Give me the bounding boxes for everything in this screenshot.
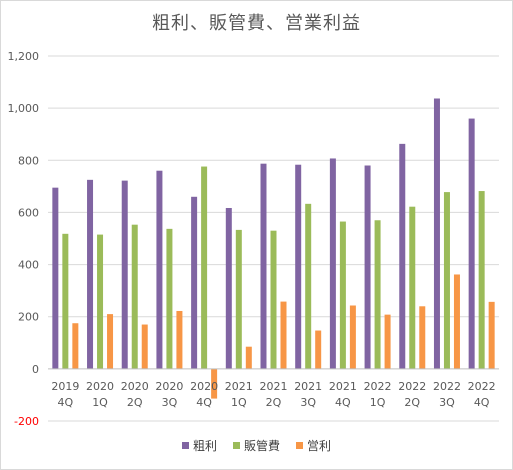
y-tick-label: 800 — [18, 154, 39, 167]
bar — [245, 346, 252, 369]
bar — [384, 314, 391, 369]
bar — [191, 196, 198, 369]
bar — [72, 323, 79, 369]
y-tick-label: 400 — [18, 259, 39, 272]
bar — [270, 230, 277, 369]
legend-label: 営利 — [307, 439, 332, 453]
bar — [349, 305, 356, 369]
bar — [409, 206, 416, 369]
bar — [419, 306, 426, 369]
bar — [107, 314, 114, 369]
x-tick-label: 2021 — [329, 380, 357, 393]
legend-label: 粗利 — [192, 439, 217, 453]
legend-swatch-operating-profit — [296, 442, 303, 449]
x-tick-label: 2022 — [364, 380, 392, 393]
x-tick-label: 3Q — [439, 396, 455, 409]
bar — [121, 180, 128, 369]
bar — [201, 166, 208, 369]
bar — [433, 98, 440, 369]
bar — [131, 224, 138, 369]
x-tick-label: 3Q — [162, 396, 178, 409]
x-tick-label: 2021 — [260, 380, 288, 393]
legend-swatch-sga — [232, 442, 240, 449]
bar — [315, 330, 322, 369]
bar — [52, 187, 59, 369]
bar — [339, 221, 346, 369]
x-tick-label: 2020 — [121, 380, 149, 393]
bar — [141, 324, 148, 369]
bar — [488, 301, 495, 369]
x-tick-label: 2020 — [155, 380, 183, 393]
bar — [374, 220, 381, 369]
y-tick-label: 1,200 — [8, 50, 40, 63]
bar — [329, 158, 336, 369]
bar — [97, 234, 104, 369]
x-tick-label: 1Q — [231, 396, 247, 409]
x-tick-label: 4Q — [196, 396, 212, 409]
x-tick-label: 2Q — [127, 396, 143, 409]
x-tick-label: 3Q — [300, 396, 316, 409]
bar — [468, 118, 475, 369]
legend-item-gross-profit: 粗利 — [181, 437, 217, 454]
bar — [166, 228, 173, 369]
legend: 粗利 販管費 営利 — [1, 437, 512, 454]
bar — [295, 164, 302, 369]
chart-title: 粗利、販管費、営業利益 — [152, 13, 361, 34]
bar — [443, 192, 450, 369]
bar — [260, 163, 267, 369]
bar — [399, 143, 406, 369]
x-tick-label: 2021 — [225, 380, 253, 393]
y-tick-label: 600 — [18, 206, 39, 219]
y-tick-label: 200 — [18, 311, 39, 324]
bar — [364, 165, 371, 369]
bar — [280, 301, 287, 369]
bar — [156, 170, 163, 369]
x-tick-label: 2020 — [86, 380, 114, 393]
bar — [235, 229, 242, 369]
x-tick-label: 1Q — [92, 396, 108, 409]
x-tick-label: 2022 — [433, 380, 461, 393]
x-tick-label: 1Q — [370, 396, 386, 409]
y-tick-label: 1,000 — [8, 102, 40, 115]
bar — [478, 191, 485, 369]
y-tick-label: 0 — [32, 363, 39, 376]
bar — [87, 179, 94, 369]
x-tick-label: 2022 — [468, 380, 496, 393]
bar — [225, 207, 232, 369]
x-tick-label: 2021 — [294, 380, 322, 393]
x-tick-label: 4Q — [335, 396, 351, 409]
x-tick-label: 2020 — [190, 380, 218, 393]
bar — [211, 368, 218, 399]
bar — [453, 274, 460, 369]
legend-swatch-gross-profit — [181, 442, 189, 449]
y-tick-label: -200 — [14, 415, 39, 428]
x-tick-label: 2022 — [398, 380, 426, 393]
x-tick-label: 4Q — [474, 396, 490, 409]
x-tick-label: 2Q — [266, 396, 282, 409]
bar — [176, 310, 183, 369]
legend-item-operating-profit: 営利 — [296, 437, 331, 454]
x-tick-label: 2019 — [51, 380, 79, 393]
bar — [62, 233, 69, 369]
legend-item-sga: 販管費 — [232, 437, 280, 454]
bar — [305, 203, 312, 369]
legend-label: 販管費 — [243, 439, 280, 453]
x-tick-label: 4Q — [58, 396, 74, 409]
x-tick-label: 2Q — [404, 396, 420, 409]
